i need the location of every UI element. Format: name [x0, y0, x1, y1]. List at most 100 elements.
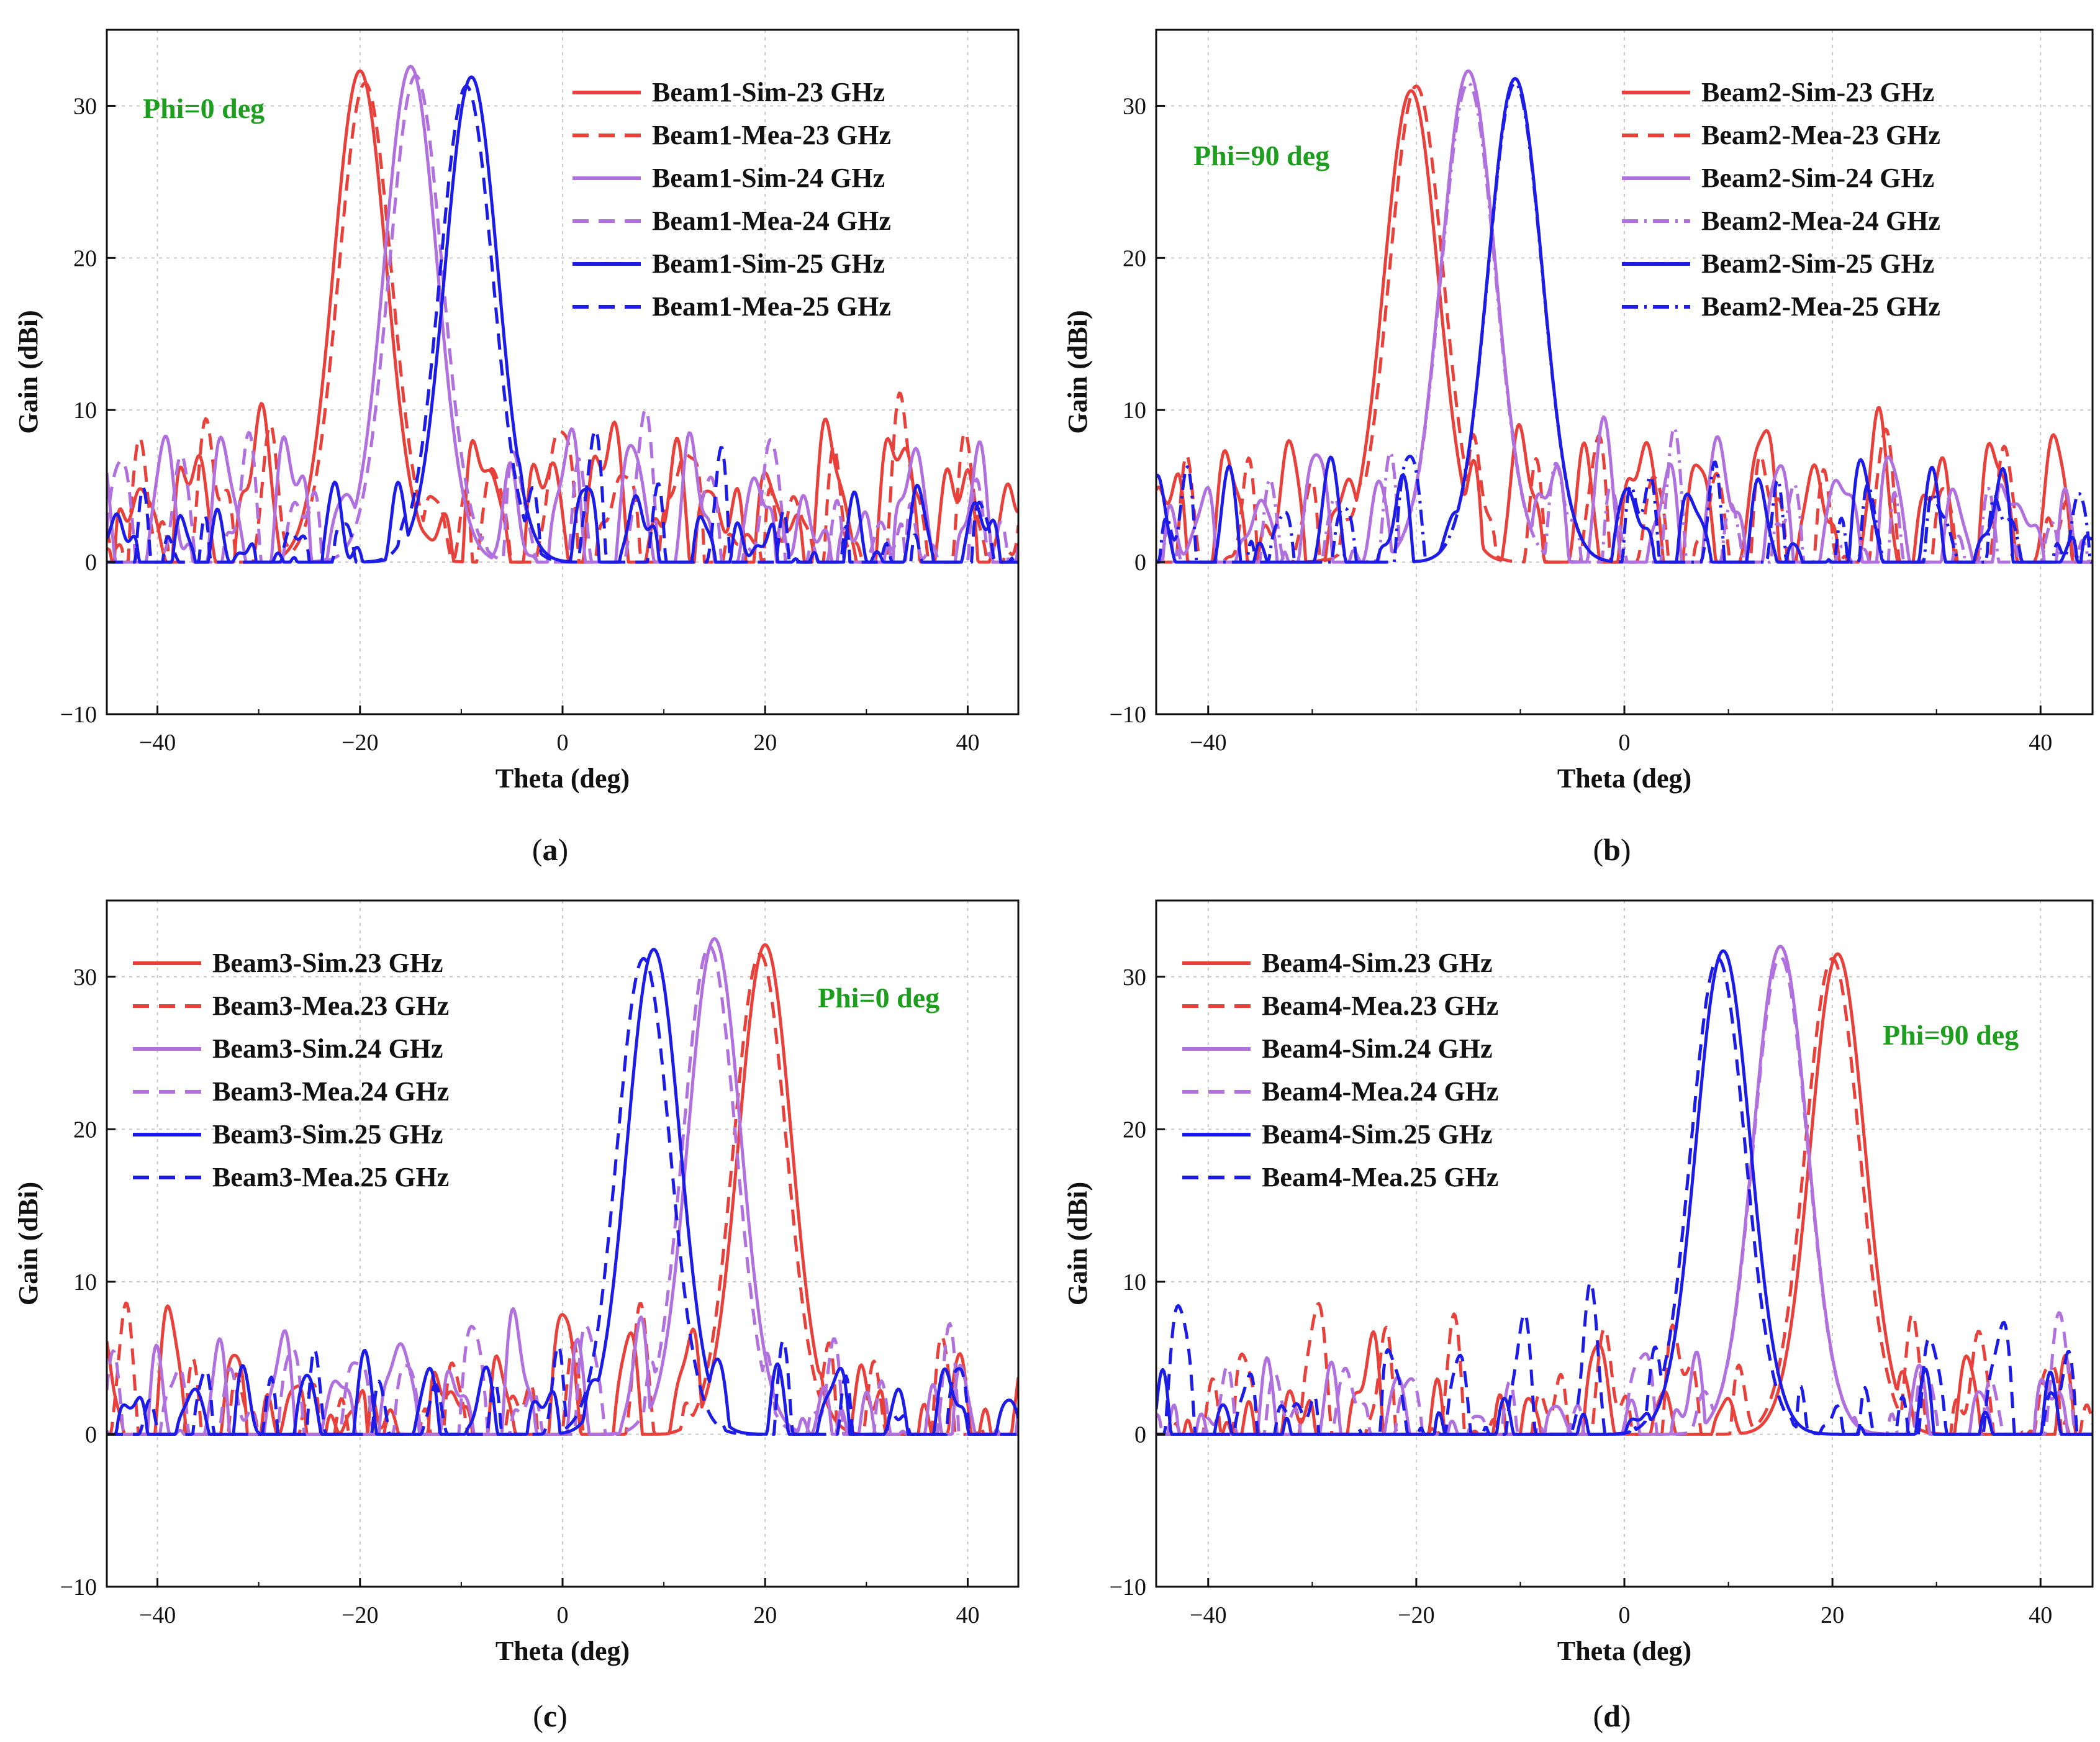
y-tick-label: 10	[73, 397, 97, 424]
y-axis-title: Gain (dBi)	[1062, 1182, 1093, 1305]
x-tick-label: −20	[342, 730, 378, 756]
y-axis-title: Gain (dBi)	[1062, 310, 1093, 433]
legend-label: Beam2-Mea-25 GHz	[1701, 291, 1940, 322]
legend-label: Beam3-Mea.25 GHz	[212, 1162, 449, 1192]
y-tick-label: 30	[73, 964, 97, 991]
phi-annotation: Phi=0 deg	[818, 982, 939, 1014]
series-line	[1156, 956, 2093, 1436]
x-tick-label: 40	[2029, 1602, 2052, 1628]
panel-b: −40 0 40 −10 0 10 20 30 Theta (deg) Gain (dBi) Bea…	[1062, 29, 2094, 867]
x-tick-label: −40	[139, 1602, 176, 1628]
legend: Beam4-Sim.23 GHz Beam4-Mea.23 GHz Beam4-Si…	[1182, 948, 1498, 1192]
legend-label: Beam4-Sim.23 GHz	[1262, 948, 1493, 978]
x-tick-label: 40	[956, 730, 979, 756]
legend-label: Beam2-Sim-25 GHz	[1701, 248, 1934, 279]
x-tick-label: 20	[753, 730, 777, 756]
legend-label: Beam1-Mea-25 GHz	[652, 291, 891, 322]
x-axis-title: Theta (deg)	[496, 1636, 630, 1666]
legend-label: Beam1-Mea-24 GHz	[652, 206, 891, 236]
x-tick-label: −40	[1190, 730, 1226, 756]
panel-caption: (b)	[1593, 832, 1631, 867]
x-axis-title: Theta (deg)	[1557, 1636, 1691, 1666]
series-line	[107, 81, 1018, 564]
legend: Beam2-Sim-23 GHz Beam2-Mea-23 GHz Beam2-Si…	[1622, 77, 1940, 322]
x-tick-label: −20	[1398, 1602, 1434, 1628]
series-group	[107, 65, 1018, 564]
phi-annotation: Phi=90 deg	[1883, 1019, 2019, 1051]
legend-label: Beam1-Sim-24 GHz	[652, 163, 885, 193]
series-line	[1156, 69, 2093, 564]
y-tick-label: 30	[1123, 93, 1146, 119]
series-line	[1156, 81, 2093, 564]
phi-annotation: Phi=0 deg	[143, 93, 265, 124]
y-tick-label: 10	[1123, 397, 1146, 424]
legend-label: Beam2-Sim-24 GHz	[1701, 163, 1934, 193]
x-tick-label: −20	[342, 1602, 378, 1628]
x-axis-title: Theta (deg)	[496, 763, 630, 794]
y-tick-label: 20	[73, 1117, 97, 1143]
y-tick-label: 20	[1123, 245, 1146, 271]
y-tick-label: 20	[1123, 1117, 1146, 1143]
panel-a: −40 −20 0 20 40 −10 0 10 20 30 Theta (deg) Gain (dB…	[13, 29, 1020, 867]
x-tick-label: −40	[139, 730, 176, 756]
legend-label: Beam3-Sim.25 GHz	[212, 1119, 443, 1150]
legend-label: Beam2-Mea-23 GHz	[1701, 120, 1940, 150]
series-line	[1156, 955, 2093, 1436]
legend-label: Beam4-Mea.24 GHz	[1262, 1076, 1498, 1107]
x-tick-label: 20	[1821, 1602, 1844, 1628]
y-tick-label: 0	[85, 1422, 97, 1448]
y-tick-label: 30	[1123, 964, 1146, 991]
legend-label: Beam3-Mea.24 GHz	[212, 1076, 449, 1107]
panel-caption: (a)	[532, 832, 568, 867]
y-tick-label: 10	[1123, 1269, 1146, 1295]
y-tick-label: −10	[60, 702, 97, 728]
x-tick-label: −40	[1190, 1602, 1226, 1628]
y-tick-label: −10	[1110, 1574, 1146, 1600]
x-tick-label: 20	[753, 1602, 777, 1628]
series-line	[107, 956, 1018, 1436]
x-tick-label: 0	[557, 730, 569, 756]
series-line	[1156, 956, 2093, 1436]
series-group	[1156, 945, 2093, 1436]
legend-label: Beam1-Sim-25 GHz	[652, 248, 885, 279]
series-line	[107, 84, 1018, 564]
legend-label: Beam4-Sim.25 GHz	[1262, 1119, 1493, 1150]
y-tick-label: 20	[73, 245, 97, 271]
x-axis-title: Theta (deg)	[1557, 763, 1691, 794]
x-tick-label: 0	[1619, 730, 1631, 756]
legend-label: Beam1-Sim-23 GHz	[652, 77, 885, 107]
series-line	[1156, 84, 2093, 564]
series-group	[107, 937, 1018, 1436]
panel-c: −40 −20 0 20 40 −10 0 10 20 30 Theta (deg) Gain (dB…	[13, 899, 1020, 1733]
x-tick-label: 40	[956, 1602, 979, 1628]
legend-label: Beam3-Sim.23 GHz	[212, 948, 443, 978]
legend-label: Beam3-Sim.24 GHz	[212, 1033, 443, 1064]
y-tick-label: 0	[85, 550, 97, 576]
y-axis-title: Gain (dBi)	[13, 1182, 43, 1305]
legend-label: Beam1-Mea-23 GHz	[652, 120, 891, 150]
legend-label: Beam4-Mea.23 GHz	[1262, 991, 1498, 1021]
legend-label: Beam4-Sim.24 GHz	[1262, 1033, 1493, 1064]
grid	[1156, 900, 2093, 1587]
panel-caption: (d)	[1593, 1699, 1631, 1733]
y-tick-label: 30	[73, 93, 97, 119]
panel-caption: (c)	[533, 1699, 568, 1733]
y-tick-label: 0	[1134, 550, 1146, 576]
legend: Beam3-Sim.23 GHz Beam3-Mea.23 GHz Beam3-Si…	[133, 948, 449, 1192]
legend-label: Beam3-Mea.23 GHz	[212, 991, 449, 1021]
y-tick-label: −10	[1110, 702, 1146, 728]
x-tick-label: 0	[1619, 1602, 1631, 1628]
legend-label: Beam4-Mea.25 GHz	[1262, 1162, 1498, 1192]
x-tick-label: 0	[557, 1602, 569, 1628]
legend: Beam1-Sim-23 GHz Beam1-Mea-23 GHz Beam1-Si…	[573, 77, 891, 322]
legend-label: Beam2-Mea-24 GHz	[1701, 206, 1940, 236]
x-tick-label: 40	[2029, 730, 2052, 756]
y-tick-label: 0	[1134, 1422, 1146, 1448]
y-tick-label: −10	[60, 1574, 97, 1600]
grid	[1156, 30, 2093, 715]
y-tick-label: 10	[73, 1269, 97, 1295]
phi-annotation: Phi=90 deg	[1193, 140, 1329, 171]
y-axis-title: Gain (dBi)	[13, 310, 43, 433]
legend-label: Beam2-Sim-23 GHz	[1701, 77, 1934, 107]
